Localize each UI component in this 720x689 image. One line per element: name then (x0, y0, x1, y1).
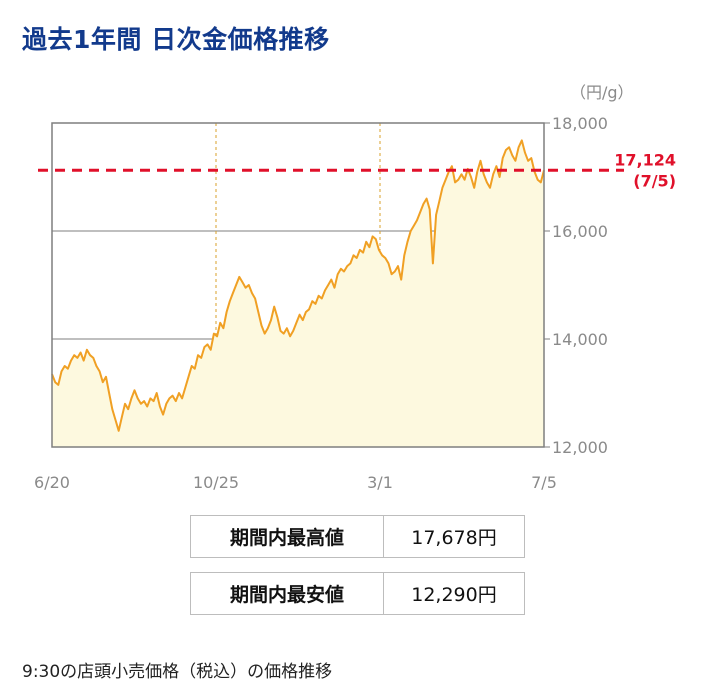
low-label: 期間内最安値 (190, 572, 384, 615)
price-line (51, 139, 545, 432)
x-tick-label: 6/20 (34, 473, 70, 492)
x-tick-label: 7/5 (531, 473, 557, 492)
high-label: 期間内最高値 (190, 515, 384, 558)
price-area-fill (52, 140, 544, 447)
y-tick-label: 18,000 (552, 114, 608, 133)
x-tick-label: 10/25 (193, 473, 239, 492)
low-value: 12,290円 (383, 572, 525, 615)
y-tick-label: 16,000 (552, 222, 608, 241)
high-value: 17,678円 (383, 515, 525, 558)
price-series (51, 139, 545, 447)
gold-price-chart: 17,124 (7/5) 18,000 16,000 14,000 12,000 （円/g… (34, 83, 676, 492)
footnote: 9:30の店頭小売価格（税込）の価格推移 (22, 662, 333, 682)
reference-line-group: 17,124 (7/5) (38, 150, 676, 190)
y-tick-label: 14,000 (552, 330, 608, 349)
stats-high-table: 期間内最高値 17,678円 (190, 515, 525, 558)
chart-title: 過去1年間 日次金価格推移 (22, 25, 330, 54)
x-tick-label: 3/1 (367, 473, 393, 492)
plot-frame (51, 122, 545, 448)
stats-low-table: 期間内最安値 12,290円 (190, 572, 525, 615)
y-unit-label: （円/g） (570, 83, 634, 102)
axes: 18,000 16,000 14,000 12,000 （円/g） 6/20 10/25 3/… (34, 83, 634, 492)
current-price-label: 17,124 (614, 150, 676, 169)
y-tick-label: 12,000 (552, 438, 608, 457)
current-price-date: (7/5) (633, 171, 676, 190)
